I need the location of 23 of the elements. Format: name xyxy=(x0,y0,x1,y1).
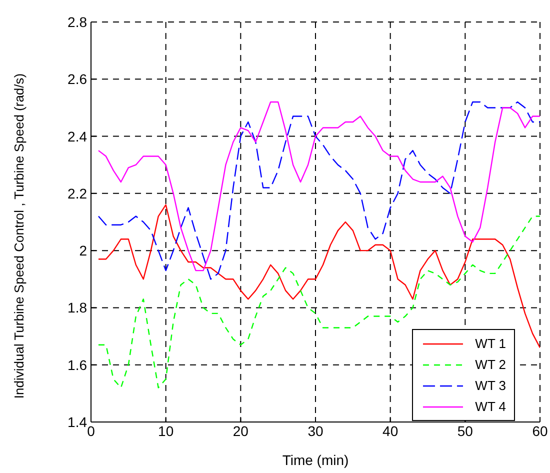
x-tick-label: 20 xyxy=(232,422,249,439)
y-tick-label: 2.8 xyxy=(68,14,88,30)
x-tick-label: 60 xyxy=(532,422,548,439)
x-tick-label: 40 xyxy=(382,422,398,439)
y-tick-label: 1.8 xyxy=(68,300,88,316)
legend-label: WT 1 xyxy=(475,336,506,351)
x-axis-title: Time (min) xyxy=(282,452,349,468)
y-tick-label: 2 xyxy=(79,242,88,259)
x-tick-label: 0 xyxy=(87,422,96,439)
y-axis-title: Individual Turbine Speed Control , Turbine Speed (rad/s) xyxy=(11,73,26,399)
legend-label: WT 4 xyxy=(475,399,506,414)
y-tick-label: 1.4 xyxy=(68,414,88,430)
legend-label: WT 3 xyxy=(475,378,506,393)
y-tick-label: 2.4 xyxy=(68,128,88,144)
y-tick-label: 1.6 xyxy=(68,356,88,373)
legend-label: WT 2 xyxy=(475,357,506,372)
line-series xyxy=(98,216,540,388)
x-tick-label: 10 xyxy=(158,422,174,439)
y-tick-label: 2.2 xyxy=(68,185,88,202)
x-tick-label: 30 xyxy=(308,422,324,439)
y-tick-label: 2.6 xyxy=(68,71,88,88)
line-series xyxy=(98,204,540,348)
x-tick-label: 50 xyxy=(457,422,474,439)
